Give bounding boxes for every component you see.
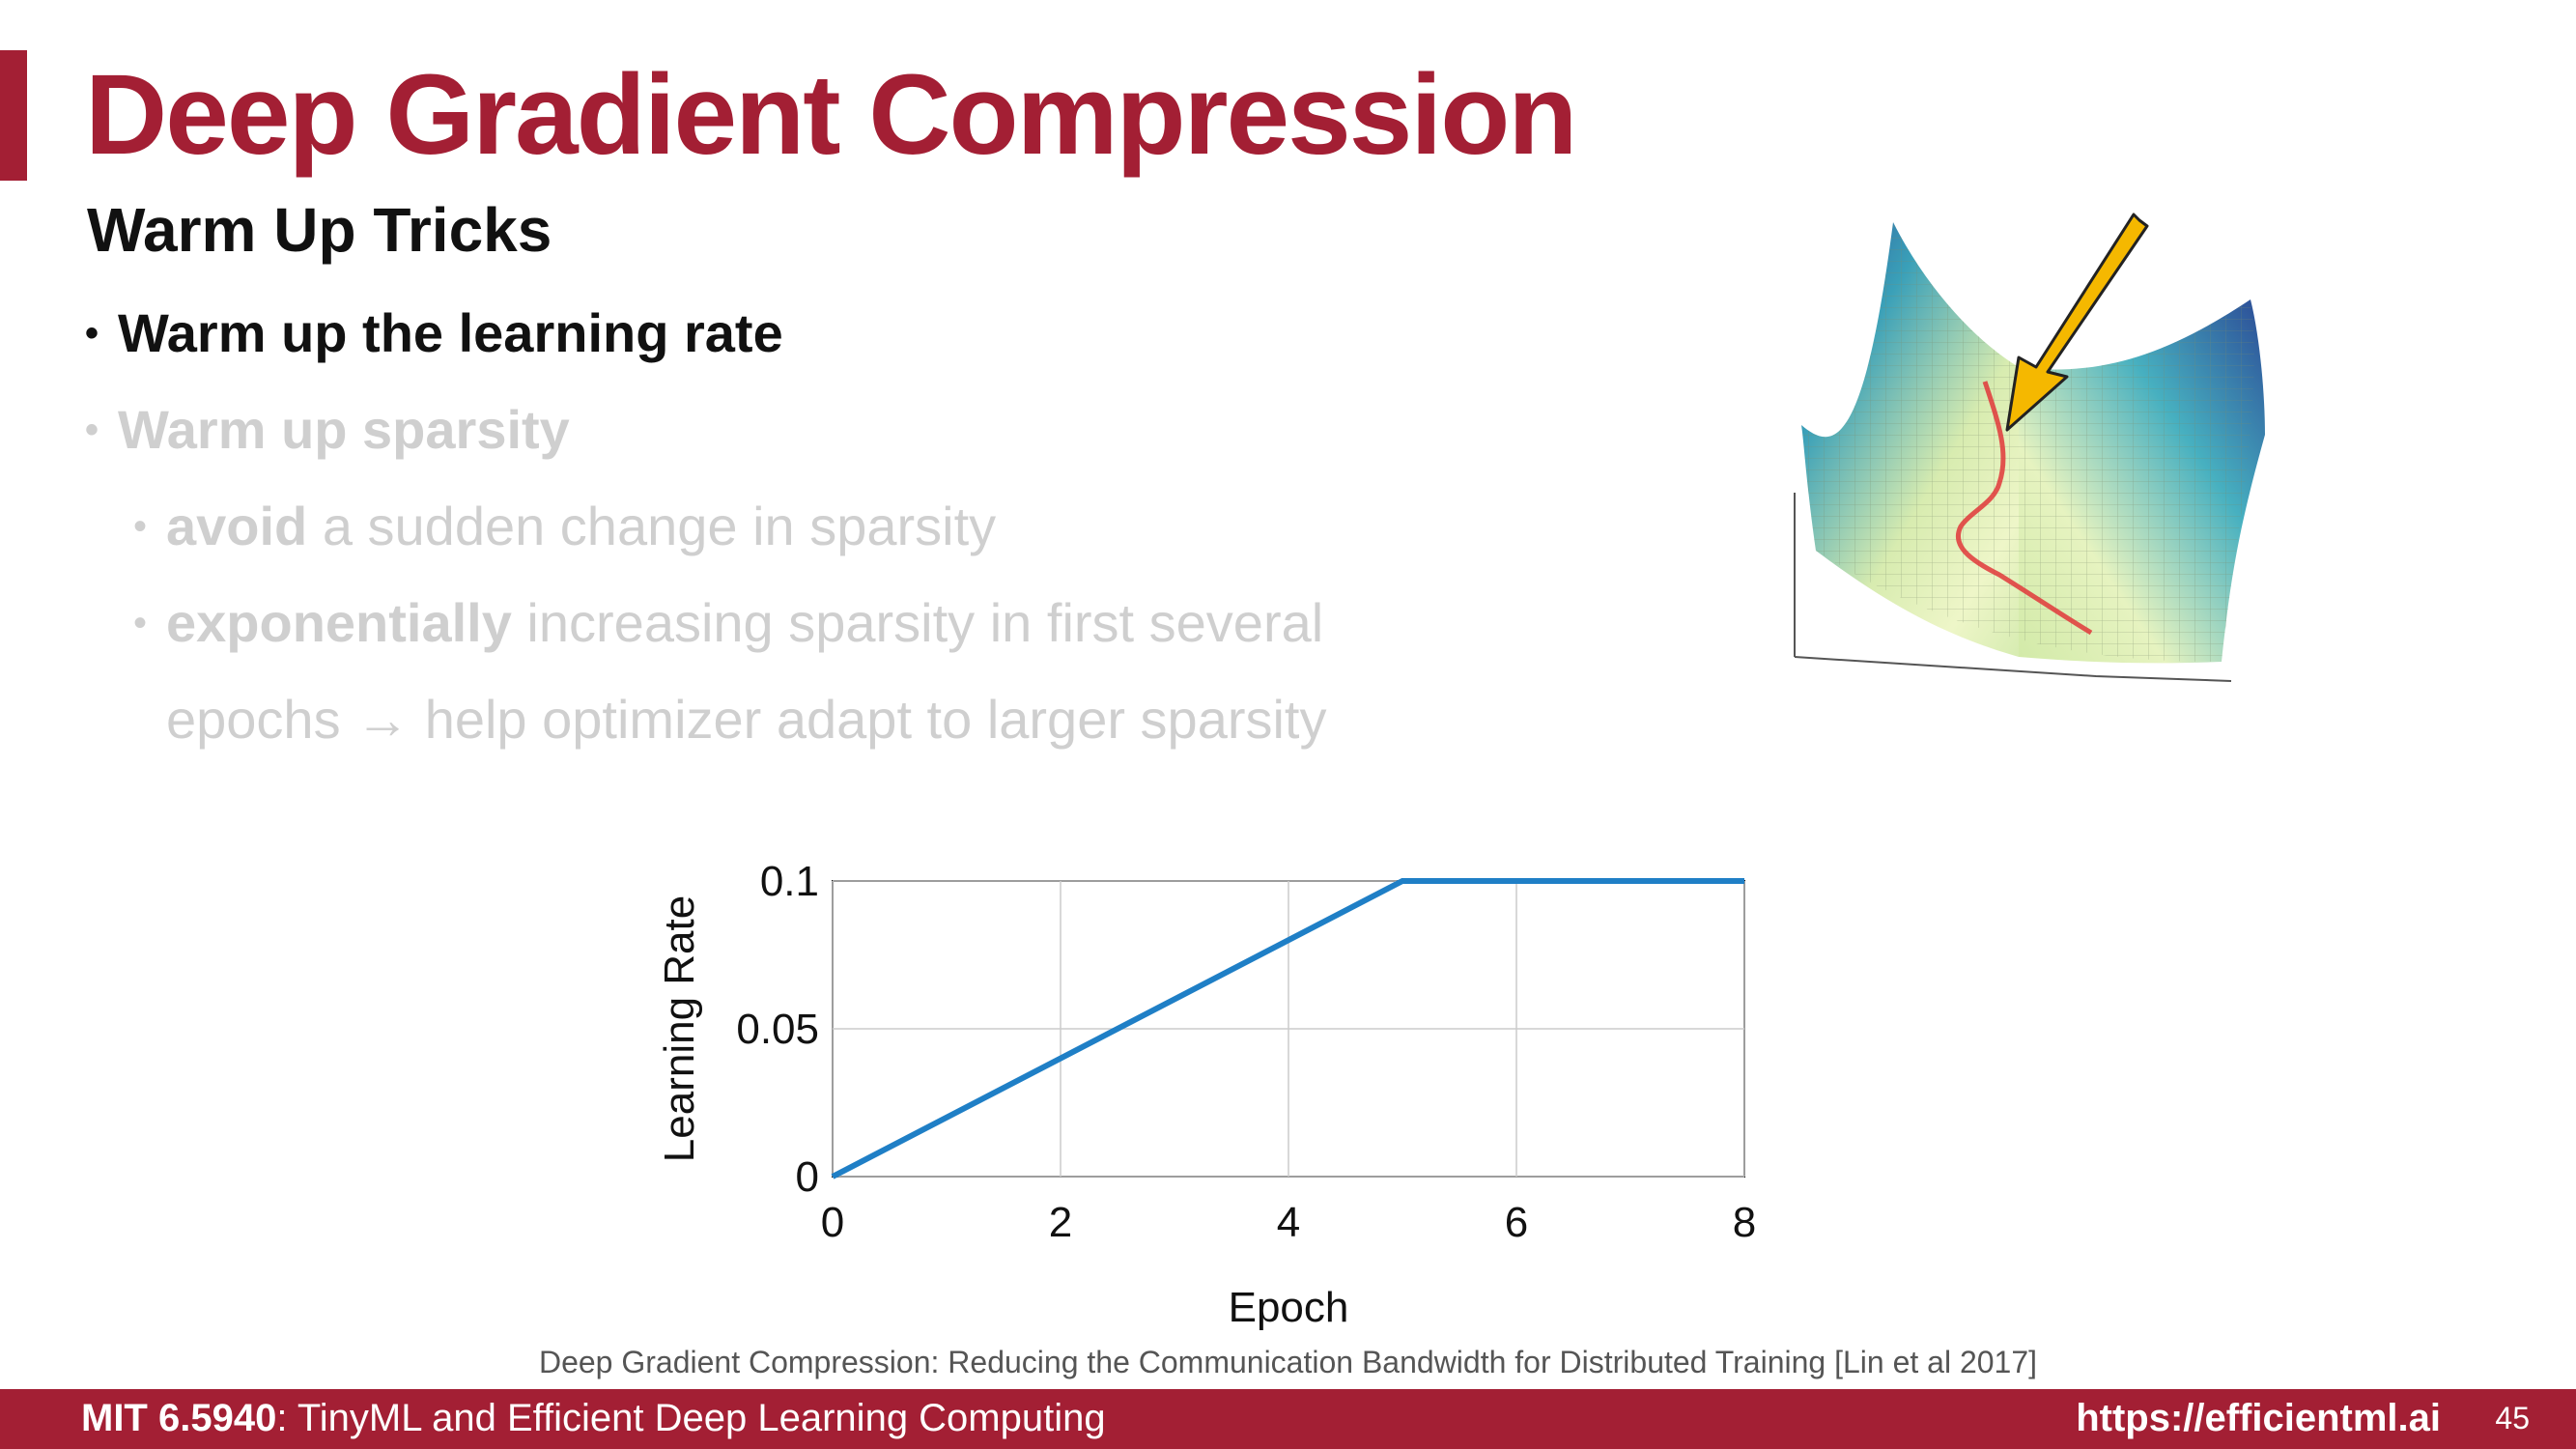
y-axis-label: Learning Rate — [656, 895, 703, 1162]
x-axis-label: Epoch — [1229, 1284, 1349, 1331]
x-tick-label: 6 — [1505, 1199, 1528, 1246]
bullet-dot: • — [85, 312, 99, 355]
slide-subtitle: Warm Up Tricks — [87, 195, 552, 265]
sub-bullet-bold: avoid — [166, 496, 308, 556]
x-tick-label: 2 — [1049, 1199, 1072, 1246]
bullet-learning-rate: • Warm up the learning rate — [85, 285, 1486, 382]
x-tick-labels: 0 2 4 6 8 — [821, 1199, 1756, 1246]
y-tick-label: 0.1 — [760, 858, 819, 905]
bullet-text: Warm up sparsity — [118, 399, 570, 460]
footer-course: MIT 6.5940: TinyML and Efficient Deep Le… — [81, 1397, 1106, 1440]
footer-url-link[interactable]: https://efficientml.ai — [2076, 1397, 2441, 1439]
surface-mesh — [1801, 222, 2254, 663]
sub-bullet-avoid: • avoid a sudden change in sparsity — [133, 478, 1486, 575]
learning-rate-series-line — [831, 878, 1744, 1179]
pointer-arrow — [2005, 213, 2149, 432]
title-accent-bar — [0, 50, 27, 181]
sub-bullet-rest: increasing sparsity in first several — [511, 592, 1324, 653]
citation: Deep Gradient Compression: Reducing the … — [538, 1345, 2038, 1379]
footer-bar: MIT 6.5940: TinyML and Efficient Deep Le… — [0, 1389, 2576, 1449]
course-name: : TinyML and Efficient Deep Learning Com… — [276, 1397, 1106, 1439]
x-tick-label: 4 — [1277, 1199, 1300, 1246]
bullet-dot: • — [85, 409, 99, 451]
x-tick-label: 8 — [1733, 1199, 1756, 1246]
sub-bullet-exponentially: • exponentially increasing sparsity in f… — [133, 575, 1486, 671]
optimization-path — [1956, 381, 2093, 636]
bullet-text: Warm up the learning rate — [118, 302, 783, 363]
y-tick-labels: 0 0.05 0.1 — [736, 858, 819, 1201]
loss-surface-illustration — [1794, 213, 2265, 682]
x-tick-label: 0 — [821, 1199, 844, 1246]
slide-title: Deep Gradient Compression — [85, 51, 1577, 179]
course-code: MIT 6.5940 — [81, 1397, 277, 1439]
bullet-sparsity: • Warm up sparsity — [85, 382, 1486, 478]
grid-lines — [832, 880, 1745, 1178]
bullet-list: • Warm up the learning rate • Warm up sp… — [85, 285, 1486, 768]
page-number: 45 — [2495, 1401, 2530, 1435]
learning-rate-chart: 0 2 4 6 8 0 0.05 0.1 Epoch Learning Rate — [656, 858, 1756, 1331]
bullet-dot: • — [133, 505, 148, 548]
bullet-dot: • — [133, 602, 148, 644]
sub-bullet-rest: a sudden change in sparsity — [307, 496, 997, 556]
sub-bullet-bold: exponentially — [166, 592, 512, 653]
y-tick-label: 0.05 — [736, 1006, 819, 1053]
y-tick-label: 0 — [796, 1153, 819, 1201]
sub-bullet-continuation: epochs → help optimizer adapt to larger … — [166, 689, 1327, 750]
axis-line — [1794, 656, 2232, 682]
